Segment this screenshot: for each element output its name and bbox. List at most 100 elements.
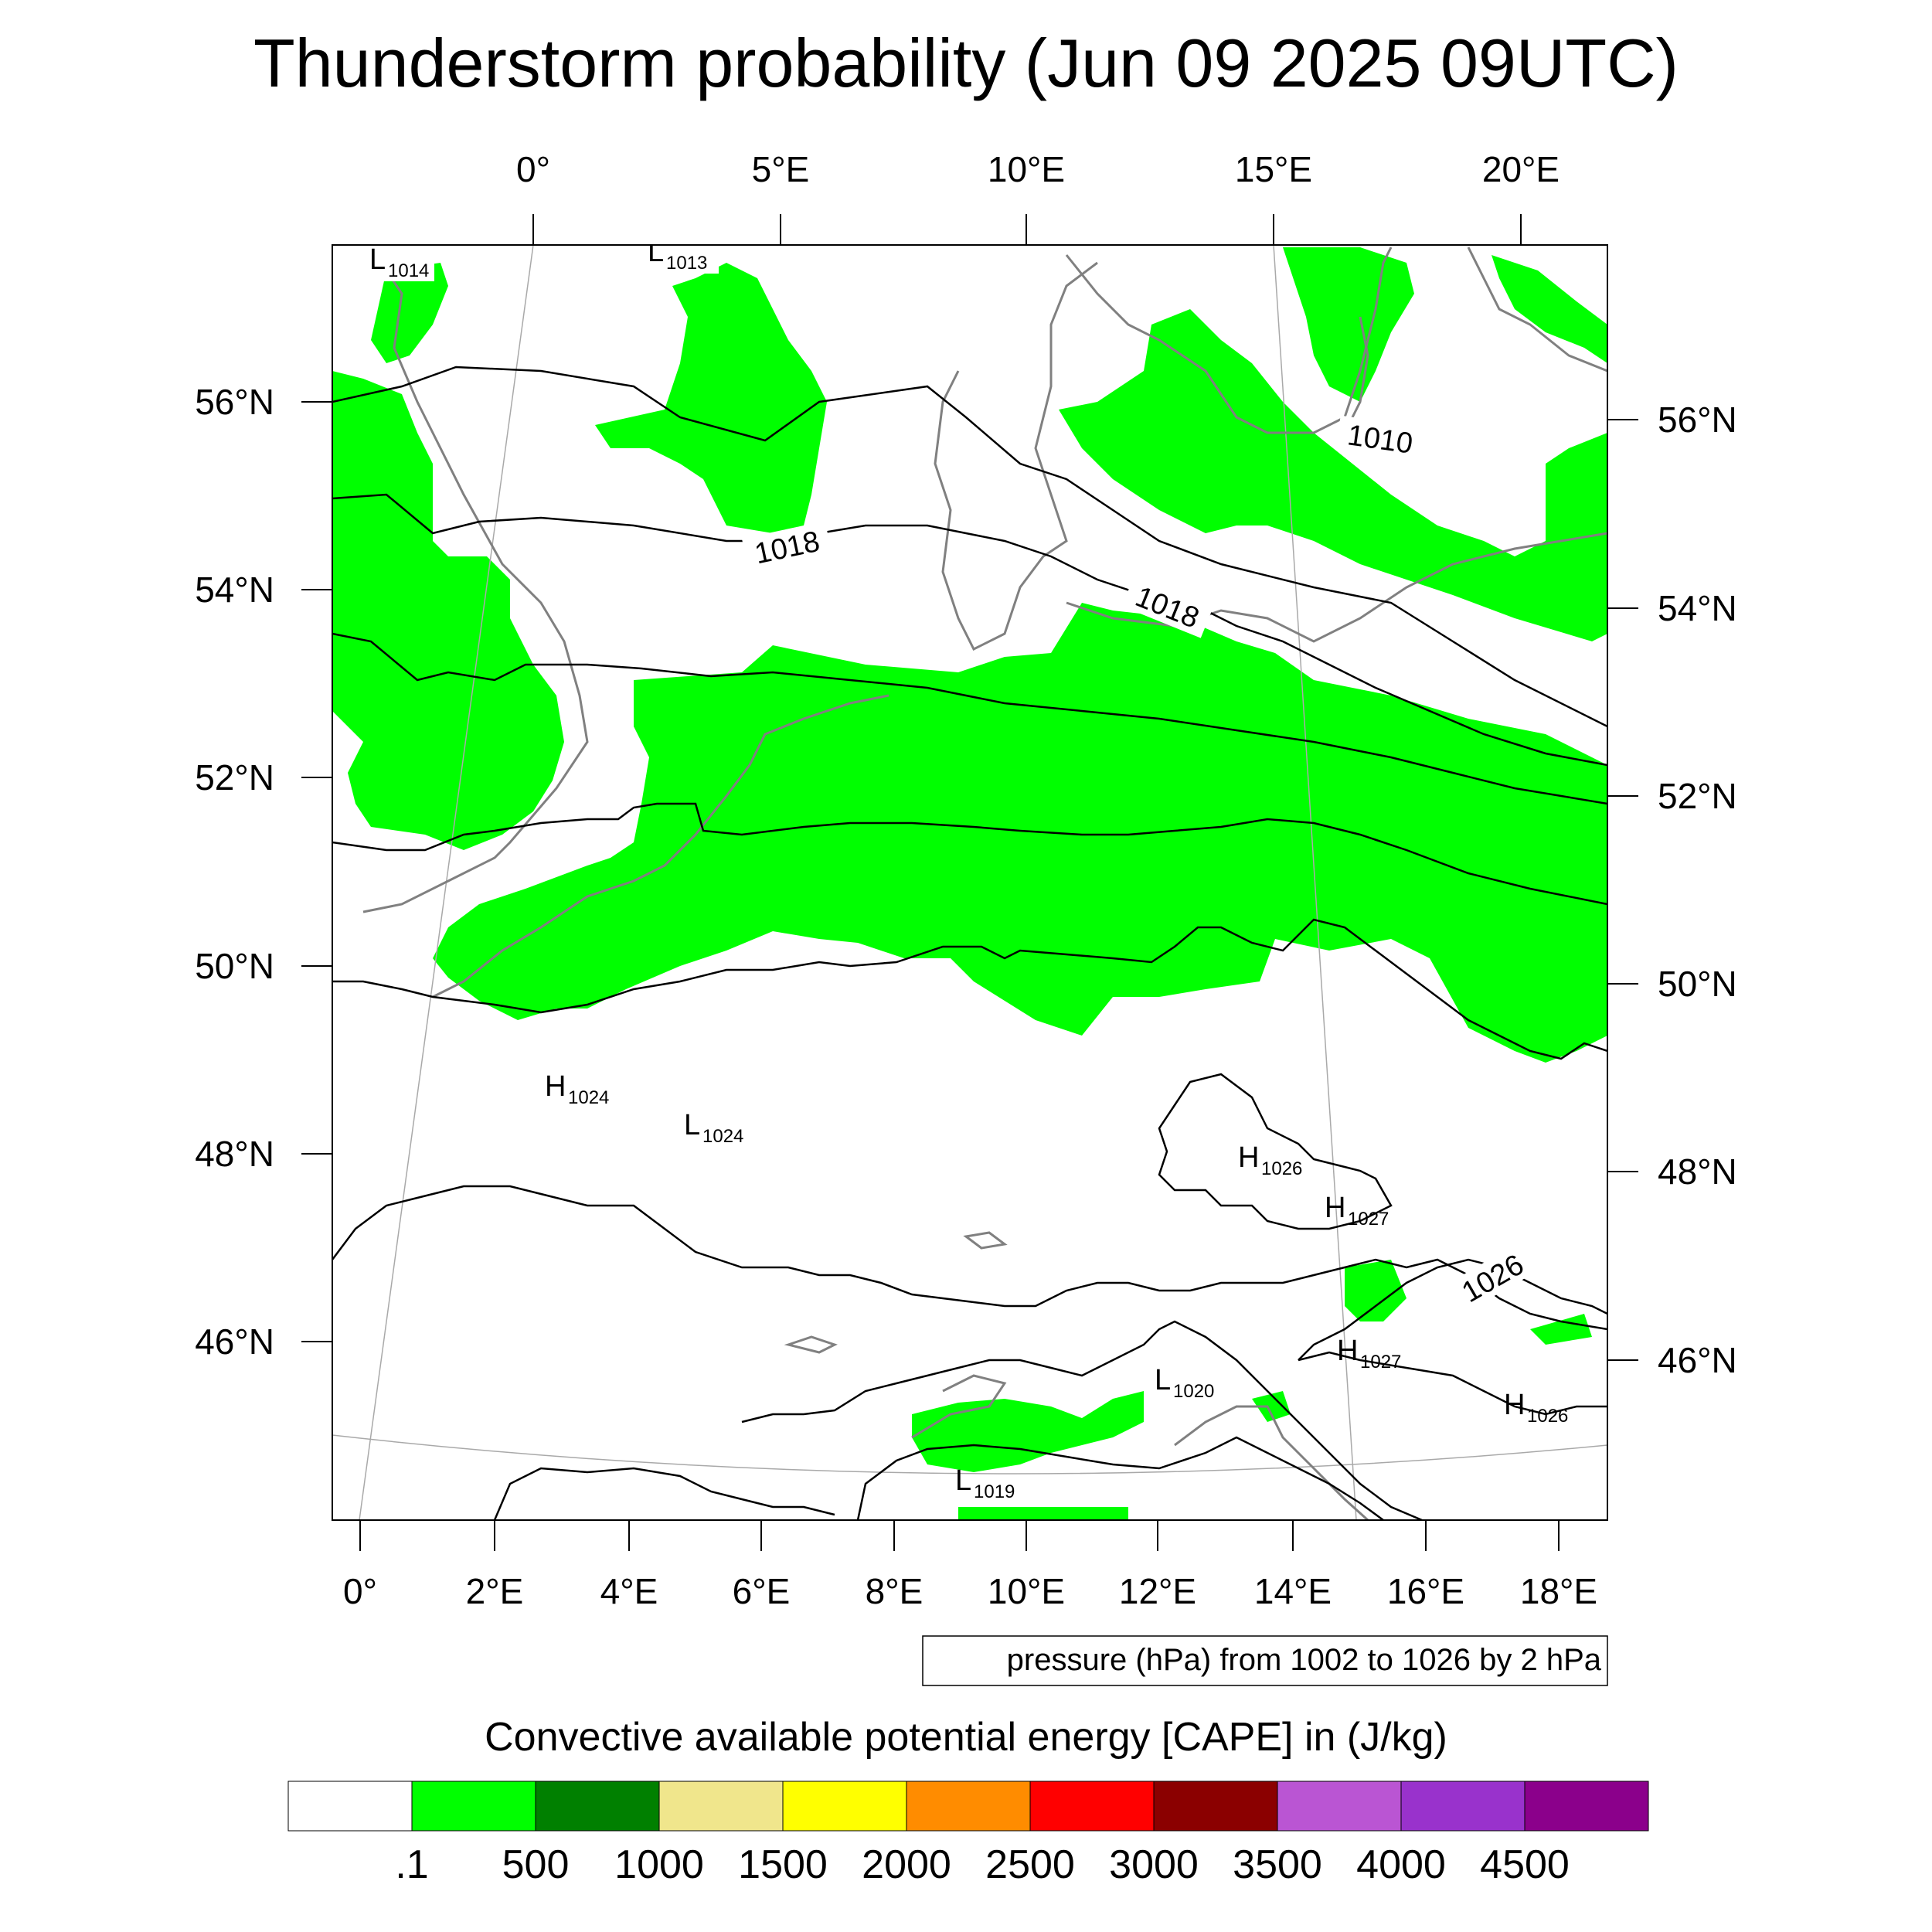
isobar-1018-north [332,632,1607,805]
top-lon-label: 0° [516,149,550,189]
left-lat-label: 56°N [195,382,274,422]
pressure-center: H 1026 [1504,1389,1568,1427]
pressure-center-value: 1020 [1173,1381,1214,1402]
colorbar-label: 2000 [862,1842,951,1887]
isobar-mid [332,802,1607,906]
colorbar-swatch [535,1781,660,1832]
pressure-center: H 1027 [1325,1192,1389,1230]
pressure-center: L 1013 [641,236,719,274]
isobar-label-bg-1010 [1335,415,1425,461]
bottom-lon-label: 14°E [1254,1571,1332,1611]
colorbar-swatch [1029,1781,1155,1832]
pressure-center: H 1024 [545,1070,609,1108]
right-lat-label: 50°N [1658,964,1737,1004]
bottom-lon-label: 10°E [988,1571,1065,1611]
pressure-center-kind: H [545,1070,566,1103]
colorbar-label: 500 [502,1842,570,1887]
isobar-east-south-2 [1298,1258,1607,1361]
coastline-italy-ligurian [911,1374,1007,1439]
left-lat-label: 54°N [195,570,274,610]
right-lat-label: 52°N [1658,776,1737,816]
isobar-label-bg-1018-west [741,521,832,573]
colorbar-swatch [287,1781,413,1832]
pressure-center-kind: H [1325,1192,1345,1224]
colorbar-swatch [1524,1781,1649,1832]
pressure-center-value: 1026 [1527,1406,1568,1427]
pressure-center-kind: L [648,236,664,268]
bottom-lon-label: 2°E [466,1571,524,1611]
left-latitude-labels: 56°N 54°N 52°N 50°N 48°N 46°N [195,382,274,1362]
pressure-center-kind: L [684,1109,700,1141]
isobar-alps-2 [856,1436,1384,1520]
coastline-sweden [1065,247,1393,434]
coastline-lake-constance [963,1231,1008,1250]
pressure-centers: L 1014 L 1013 H 1024 L 1024 H [363,236,1568,1502]
cape-area-baltic [1059,309,1607,641]
pressure-center: H 1027 [1337,1335,1401,1372]
coastline-denmark [934,261,1098,651]
colorbar-label: 3000 [1109,1842,1199,1887]
pressure-center: L 1020 [1155,1364,1214,1402]
pressure-center-value: 1024 [568,1087,609,1108]
contour-info-frame [922,1635,1608,1686]
contour-info-text: pressure (hPa) from 1002 to 1026 by 2 hP… [1007,1643,1602,1677]
isobar-alps-1 [741,1320,1423,1520]
top-lon-label: 5°E [752,149,810,189]
isobar-labels: 1010 1018 1018 1026 [741,415,1538,1314]
colorbar-swatch [411,1781,536,1832]
cape-area-balkans [1530,1314,1592,1345]
graticule-45n [332,1434,1607,1475]
cape-area-hungary [1345,1260,1406,1321]
isobars [332,366,1607,1520]
right-latitude-labels: 56°N 54°N 52°N 50°N 48°N 46°N [1658,400,1737,1380]
cape-area-england [332,371,564,850]
isobar-1026-ring [1158,1073,1393,1230]
left-lat-label: 46°N [195,1321,274,1362]
colorbar-swatch [782,1781,907,1832]
pressure-center: L 1024 [684,1109,743,1147]
coastline-baltic-south [1066,532,1607,643]
colorbar-label: 1500 [738,1842,828,1887]
bottom-longitude-labels: 0° 2°E 4°E 6°E 8°E 10°E 12°E 14°E 16°E 1… [343,1571,1597,1611]
pressure-center-bg [641,245,719,274]
pressure-center-kind: H [1238,1141,1259,1174]
colorbar-label: 3500 [1233,1842,1322,1887]
left-lat-label: 50°N [195,946,274,986]
pressure-center-value: 1013 [666,253,707,274]
colorbar-swatch [1400,1781,1526,1832]
contour-info-box: pressure (hPa) from 1002 to 1026 by 2 hP… [922,1635,1608,1686]
pressure-center-kind: H [1504,1389,1525,1421]
right-lat-label: 54°N [1658,588,1737,628]
right-lat-label: 56°N [1658,400,1737,440]
bottom-lon-label: 8°E [866,1571,923,1611]
colorbar-label: 4500 [1480,1842,1570,1887]
pressure-center: L 1019 [955,1464,1015,1502]
bottom-lon-label: 16°E [1387,1571,1464,1611]
isobar-south-main [332,1185,1607,1331]
cape-area-finland-gulf [1492,255,1607,363]
colorbar-swatch [1277,1781,1402,1832]
colorbar-swatch [658,1781,784,1832]
pressure-center: L 1014 [363,245,434,281]
pressure-center-kind: L [955,1464,971,1497]
colorbar-swatch [1153,1781,1278,1832]
pressure-center: H 1026 [1238,1141,1302,1179]
isobar-mediterranean [493,1467,835,1520]
axis-ticks [301,214,1638,1551]
colorbar-swatch [906,1781,1031,1832]
isobar-north-1 [332,366,1607,728]
bottom-lon-label: 18°E [1520,1571,1597,1611]
coastline-gulf-finland [1467,247,1607,372]
pressure-center-value: 1027 [1360,1352,1401,1372]
figure-title: Thunderstorm probability (Jun 09 2025 09… [253,25,1679,101]
isobar-label-bg-1026 [1447,1241,1538,1314]
colorbar-label: 2500 [985,1842,1075,1887]
cape-area-scotland [371,263,448,363]
pressure-center-value: 1024 [702,1126,743,1147]
graticule-15e [1273,245,1357,1520]
pressure-center-value: 1027 [1348,1209,1389,1230]
pressure-center-kind: H [1337,1335,1358,1367]
right-lat-label: 46°N [1658,1340,1737,1380]
colorbar-label: 4000 [1356,1842,1446,1887]
left-lat-label: 48°N [195,1134,274,1174]
